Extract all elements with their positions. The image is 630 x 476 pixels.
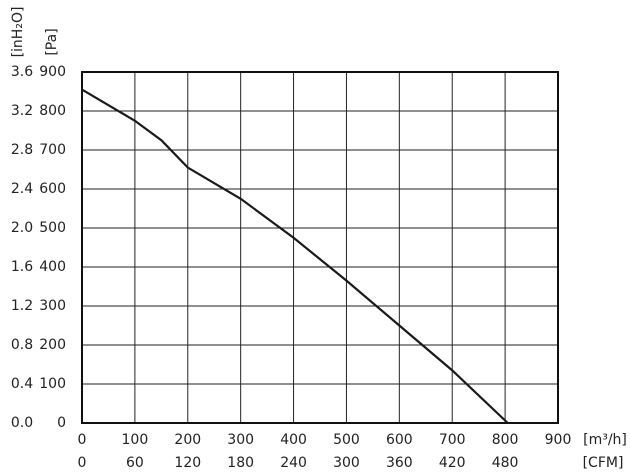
y-tick-label: 100 bbox=[39, 376, 66, 392]
x-tick-label: 800 bbox=[492, 432, 519, 448]
x-tick-label: 100 bbox=[122, 432, 149, 448]
x-tick-label: 700 bbox=[439, 432, 466, 448]
x2-tick-label: 240 bbox=[280, 455, 307, 471]
plot-border bbox=[81, 71, 559, 424]
y-axis-label: [Pa] bbox=[44, 28, 60, 55]
y2-tick-label: 3.6 bbox=[11, 64, 33, 80]
y2-tick-label: 2.8 bbox=[11, 142, 33, 158]
y-tick-label: 200 bbox=[39, 337, 66, 353]
x-tick-label: 300 bbox=[227, 432, 254, 448]
y-tick-label: 500 bbox=[39, 220, 66, 236]
x-axis-label: [m³/h] bbox=[583, 432, 627, 448]
y-tick-label: 900 bbox=[39, 64, 66, 80]
y2-tick-label: 0.8 bbox=[11, 337, 33, 353]
x2-tick-label: 300 bbox=[333, 455, 360, 471]
x2-tick-label: 420 bbox=[439, 455, 466, 471]
x2-axis-label: [CFM] bbox=[583, 455, 624, 471]
x2-tick-label: 0 bbox=[78, 455, 87, 471]
x2-tick-label: 480 bbox=[492, 455, 519, 471]
y2-tick-label: 0.4 bbox=[11, 376, 33, 392]
x-tick-label: 900 bbox=[545, 432, 572, 448]
x-tick-label: 200 bbox=[174, 432, 201, 448]
x-tick-label: 500 bbox=[333, 432, 360, 448]
y-tick-label: 0 bbox=[57, 415, 66, 431]
y-tick-label: 700 bbox=[39, 142, 66, 158]
y2-tick-label: 2.4 bbox=[11, 181, 33, 197]
x-tick-label: 0 bbox=[78, 432, 87, 448]
y-tick-label: 800 bbox=[39, 103, 66, 119]
y2-axis-label: [inH₂O] bbox=[10, 7, 26, 58]
x-tick-label: 600 bbox=[386, 432, 413, 448]
y2-tick-label: 1.2 bbox=[11, 298, 33, 314]
y-tick-label: 300 bbox=[39, 298, 66, 314]
x2-tick-label: 60 bbox=[126, 455, 144, 471]
y-tick-label: 400 bbox=[39, 259, 66, 275]
x-tick-label: 400 bbox=[280, 432, 307, 448]
x2-tick-label: 120 bbox=[174, 455, 201, 471]
y-tick-label: 600 bbox=[39, 181, 66, 197]
curve bbox=[81, 88, 509, 424]
y2-tick-label: 0.0 bbox=[11, 415, 33, 431]
y2-tick-label: 1.6 bbox=[11, 259, 33, 275]
x2-tick-label: 360 bbox=[386, 455, 413, 471]
x2-tick-label: 180 bbox=[227, 455, 254, 471]
y2-tick-label: 2.0 bbox=[11, 220, 33, 236]
y2-tick-label: 3.2 bbox=[11, 103, 33, 119]
